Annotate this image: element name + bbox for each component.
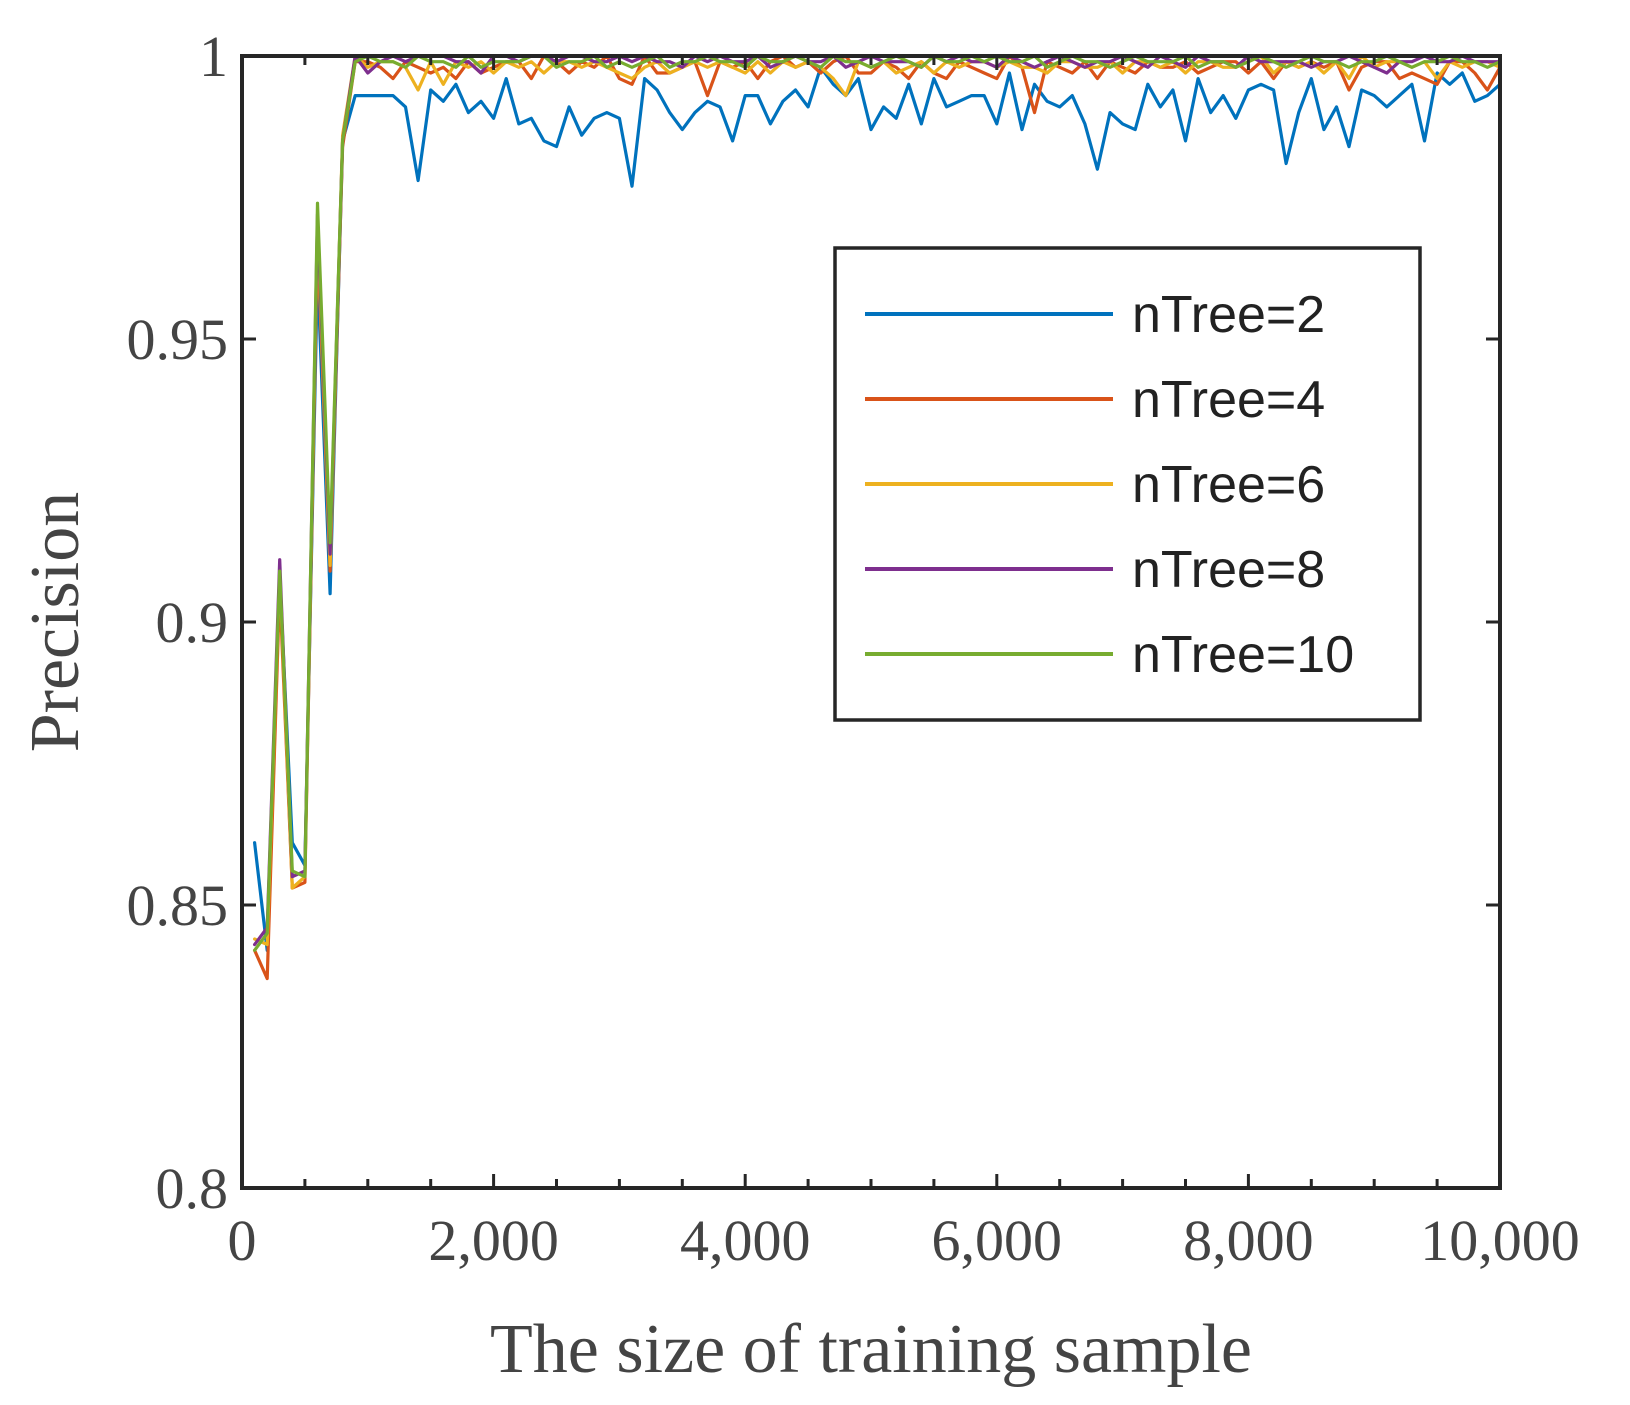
x-tick-label: 0 [228,1208,257,1273]
y-tick-label: 0.8 [156,1156,229,1221]
x-tick-label: 4,000 [680,1208,811,1273]
legend-label-ntree-10: nTree=10 [1132,626,1354,684]
x-tick-label: 10,000 [1420,1208,1580,1273]
series-line-ntree-10 [253,54,1502,952]
y-axis-title: Precision [17,492,94,753]
y-tick-label: 0.9 [156,590,229,655]
legend-label-ntree-4: nTree=4 [1132,371,1325,429]
y-tick-label: 0.85 [127,873,229,938]
series-layer [253,54,1502,981]
x-tick-label: 2,000 [428,1208,559,1273]
y-tick-label: 1 [199,24,228,89]
legend-label-ntree-6: nTree=6 [1132,456,1325,514]
x-axis-title: The size of training sample [490,1311,1252,1388]
legend-label-ntree-2: nTree=2 [1132,286,1325,344]
legend: nTree=2 nTree=4 nTree=6 nTree=8 nTree=10 [833,246,1422,722]
x-tick-label: 8,000 [1183,1208,1314,1273]
y-tick-label: 0.95 [127,307,229,372]
legend-label-ntree-8: nTree=8 [1132,541,1325,599]
ticks-layer: 0 2,000 4,000 6,000 8,000 10,000 0.8 0.85 0.9 0.9… [127,24,1580,1273]
series-line-ntree-2 [253,65,1502,952]
x-tick-label: 6,000 [932,1208,1063,1273]
